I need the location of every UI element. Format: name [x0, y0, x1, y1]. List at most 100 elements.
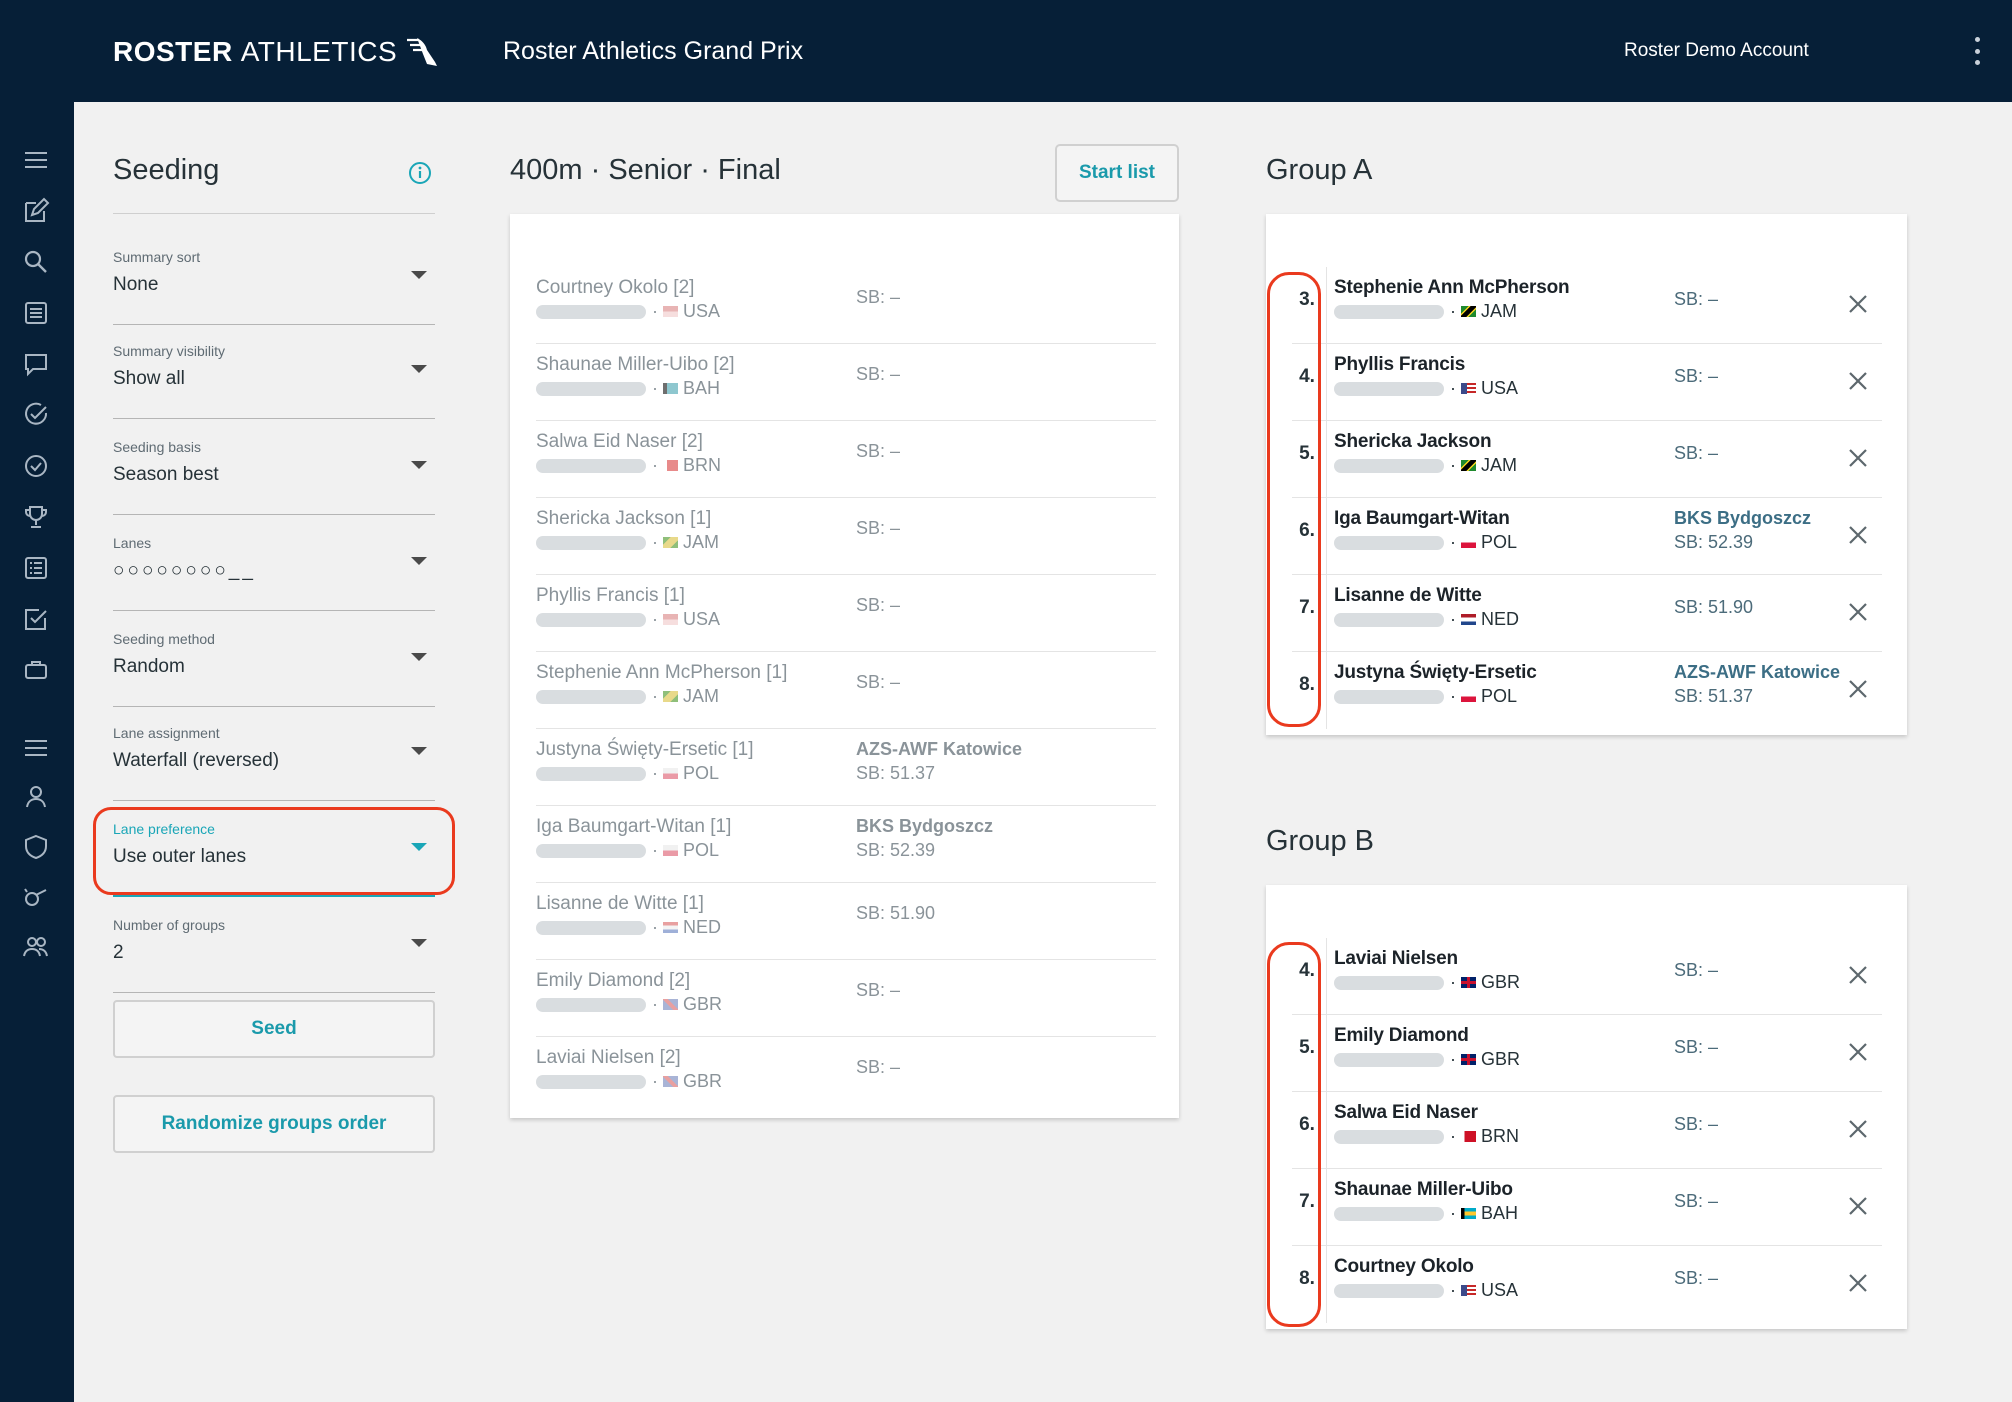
seeding-basis-select[interactable]: Seeding basis Season best — [113, 439, 435, 515]
randomize-groups-button[interactable]: Randomize groups order — [113, 1095, 435, 1153]
table-row[interactable]: 6. Iga Baumgart-Witan · POL BKS Bydgoszcz… — [1292, 498, 1882, 575]
checkbox-icon[interactable] — [21, 604, 51, 634]
list-item[interactable]: Courtney Okolo [2] · USA SB: – — [536, 267, 1156, 344]
start-list-button[interactable]: Start list — [1055, 144, 1179, 202]
close-icon[interactable] — [1847, 447, 1869, 469]
athlete-name: Lisanne de Witte — [1334, 585, 1482, 606]
flag-usa-icon — [663, 614, 678, 625]
summary-visibility-select[interactable]: Summary visibility Show all — [113, 343, 435, 419]
list-item[interactable]: Emily Diamond [2] · GBR SB: – — [536, 960, 1156, 1037]
user-icon[interactable] — [21, 782, 51, 812]
season-best: SB: – — [1674, 289, 1719, 309]
whistle-icon[interactable] — [21, 882, 51, 912]
seed-button[interactable]: Seed — [113, 1000, 435, 1058]
season-best: SB: 51.90 — [1674, 597, 1754, 617]
list-item[interactable]: Justyna Święty-Ersetic [1] · POL AZS-AWF … — [536, 729, 1156, 806]
dropdown-arrow-icon — [411, 365, 427, 373]
users-icon[interactable] — [21, 932, 51, 962]
table-row[interactable]: 5. Emily Diamond · GBR SB: – — [1292, 1015, 1882, 1092]
flag-gbr-icon — [1461, 1054, 1476, 1065]
seeding-divider — [113, 213, 435, 214]
close-icon[interactable] — [1847, 1118, 1869, 1140]
trophy-icon[interactable] — [21, 502, 51, 532]
list-item[interactable]: Shericka Jackson [1] · JAM SB: – — [536, 498, 1156, 575]
list-item[interactable]: Phyllis Francis [1] · USA SB: – — [536, 575, 1156, 652]
country-code: BRN — [683, 455, 722, 475]
info-icon[interactable] — [407, 160, 433, 186]
list-item[interactable]: Laviai Nielsen [2] · GBR SB: – — [536, 1047, 901, 1091]
lane-assignment-select[interactable]: Lane assignment Waterfall (reversed) — [113, 725, 435, 801]
dropdown-arrow-icon — [411, 271, 427, 279]
field-label: Summary visibility — [113, 343, 226, 359]
clock-check-icon[interactable] — [21, 451, 51, 481]
close-icon[interactable] — [1847, 1272, 1869, 1294]
lane-number: 4. — [1299, 960, 1315, 981]
edit-icon[interactable] — [21, 196, 51, 226]
close-icon[interactable] — [1847, 370, 1869, 392]
flag-jam-icon — [1461, 460, 1476, 471]
club-name: BKS Bydgoszcz — [1674, 508, 1812, 528]
message-icon[interactable] — [21, 349, 51, 379]
flag-brn-icon — [663, 460, 678, 471]
menu-icon-secondary[interactable] — [21, 733, 51, 763]
briefcase-icon[interactable] — [21, 655, 51, 685]
table-row[interactable]: 8. Justyna Święty-Ersetic · POL AZS-AWF K… — [1292, 652, 1882, 729]
list-item[interactable]: Lisanne de Witte [1] · NED SB: 51.90 — [536, 883, 1156, 960]
search-icon[interactable] — [21, 247, 51, 277]
close-icon[interactable] — [1847, 1195, 1869, 1217]
athlete-name: Courtney Okolo [2] — [536, 277, 695, 298]
blurred-text — [536, 689, 646, 704]
summary-sort-select[interactable]: Summary sort None — [113, 249, 435, 325]
table-row[interactable]: 8. Courtney Okolo · USA SB: – — [1292, 1246, 1882, 1323]
flag-jam-icon — [663, 537, 678, 548]
season-best: SB: – — [856, 364, 901, 384]
lane-number: 3. — [1299, 289, 1315, 310]
flag-gbr-icon — [663, 1076, 678, 1087]
account-name[interactable]: Roster Demo Account — [1624, 40, 1809, 61]
list-icon[interactable] — [21, 298, 51, 328]
club-name: AZS-AWF Katowice — [1674, 662, 1841, 682]
lanes-select[interactable]: Lanes ○○○○○○○○__ — [113, 535, 435, 611]
list-item[interactable]: Shaunae Miller-Uibo [2] · BAH SB: – — [536, 344, 1156, 421]
field-value: Season best — [113, 464, 219, 485]
seeding-method-select[interactable]: Seeding method Random — [113, 631, 435, 707]
close-icon[interactable] — [1847, 524, 1869, 546]
list-item[interactable]: Iga Baumgart-Witan [1] · POL BKS Bydgoszc… — [536, 806, 1156, 883]
results-list-icon[interactable] — [21, 553, 51, 583]
club-name: AZS-AWF Katowice — [856, 739, 1023, 759]
country-code: NED — [1481, 609, 1520, 629]
table-row[interactable]: 7. Shaunae Miller-Uibo · BAH SB: – — [1292, 1169, 1882, 1246]
close-icon[interactable] — [1847, 293, 1869, 315]
list-item[interactable]: Salwa Eid Naser [2] · BRN SB: – — [536, 421, 1156, 498]
shield-icon[interactable] — [21, 832, 51, 862]
menu-icon[interactable] — [21, 145, 51, 175]
athlete-name: Emily Diamond [2] — [536, 970, 691, 991]
list-item[interactable]: Stephenie Ann McPherson [1] · JAM SB: – — [536, 652, 1156, 729]
table-row[interactable]: 7. Lisanne de Witte · NED SB: 51.90 — [1292, 575, 1882, 652]
athlete-name: Emily Diamond — [1334, 1025, 1469, 1046]
close-icon[interactable] — [1847, 1041, 1869, 1063]
country-code: USA — [1481, 1280, 1519, 1300]
close-icon[interactable] — [1847, 964, 1869, 986]
table-row[interactable]: 5. Shericka Jackson · JAM SB: – — [1292, 421, 1882, 498]
blurred-text — [536, 304, 646, 319]
table-row[interactable]: 3. Stephenie Ann McPherson · JAM SB: – — [1292, 267, 1882, 344]
season-best: SB: – — [1674, 366, 1719, 386]
number-of-groups-select[interactable]: Number of groups 2 — [113, 917, 435, 993]
table-row[interactable]: 4. Laviai Nielsen · GBR SB: – — [1292, 938, 1882, 1015]
table-row[interactable]: 6. Salwa Eid Naser · BRN SB: – — [1292, 1092, 1882, 1169]
close-icon[interactable] — [1847, 601, 1869, 623]
season-best: SB: – — [1674, 1191, 1719, 1211]
lane-preference-highlight — [93, 807, 455, 895]
club-name: BKS Bydgoszcz — [856, 816, 994, 836]
country-code: POL — [683, 763, 720, 783]
check-circle-icon[interactable] — [21, 400, 51, 430]
close-icon[interactable] — [1847, 678, 1869, 700]
roster-athletics-logo[interactable]: ROSTER ATHLETICS — [113, 36, 439, 68]
blurred-text — [1334, 1129, 1444, 1144]
lane-preference-select[interactable]: Lane preference Use outer lanes — [113, 821, 435, 897]
table-row[interactable]: 4. Phyllis Francis · USA SB: – — [1292, 344, 1882, 421]
blurred-text — [1334, 381, 1444, 396]
more-vert-icon[interactable] — [1962, 36, 1992, 66]
blurred-text — [1334, 689, 1444, 704]
